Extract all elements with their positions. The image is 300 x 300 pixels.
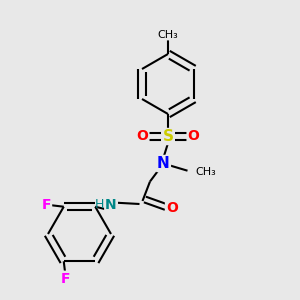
Text: CH₃: CH₃ [158,29,178,40]
Text: O: O [188,130,200,143]
Text: S: S [163,129,173,144]
Text: O: O [166,201,178,214]
Text: N: N [157,156,170,171]
Text: F: F [42,198,51,212]
Text: CH₃: CH₃ [195,167,216,177]
Text: F: F [61,272,70,286]
Text: O: O [136,130,148,143]
Text: N: N [105,198,117,212]
Text: H: H [95,197,104,211]
